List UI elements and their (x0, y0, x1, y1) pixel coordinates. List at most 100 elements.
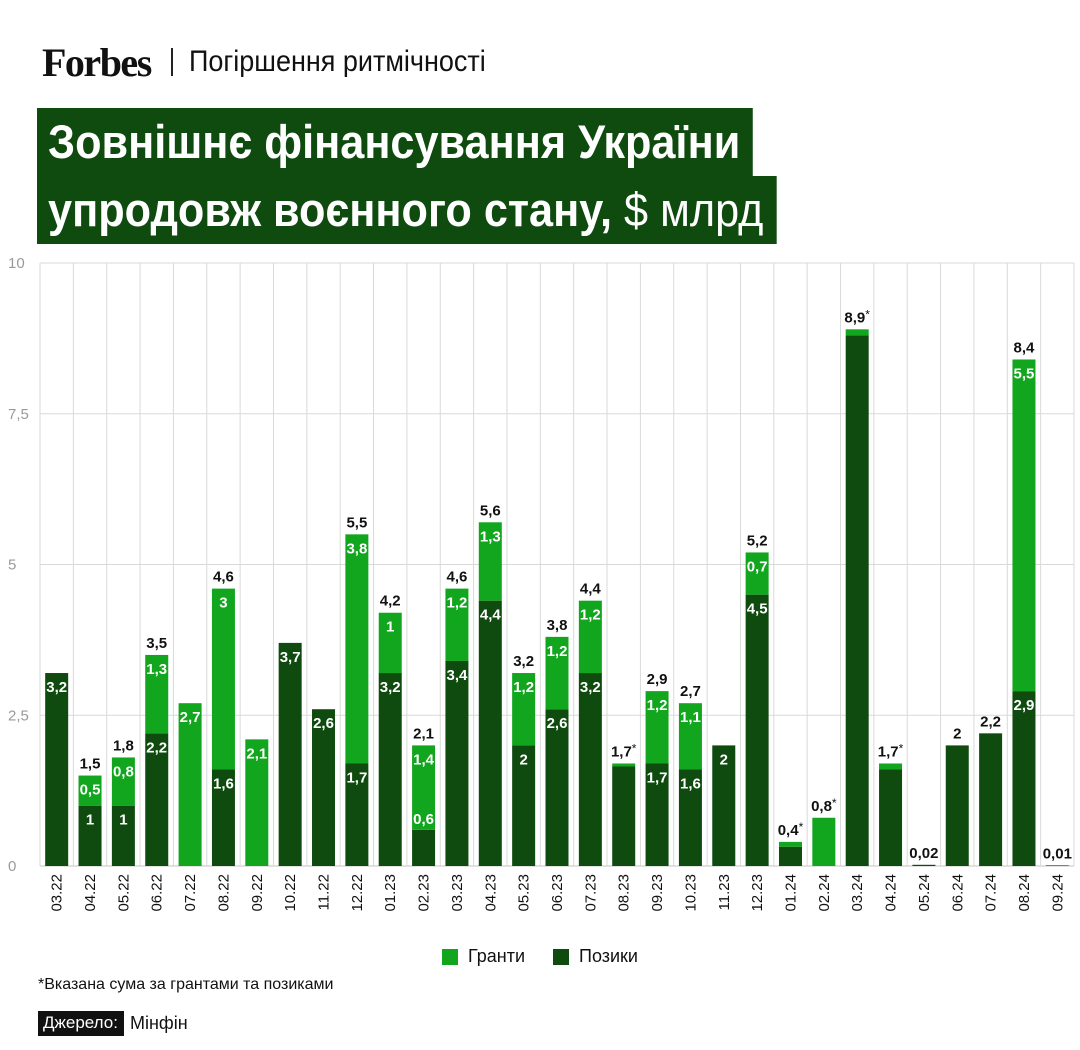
x-tick-label: 10.23 (682, 874, 699, 912)
bar-loans (111, 805, 135, 866)
x-tick-label: 08.23 (616, 874, 633, 912)
bar-loans (545, 709, 569, 866)
data-label-loans: 2 (720, 751, 728, 768)
total-asterisk: * (865, 307, 870, 321)
forbes-logo: Forbes (42, 39, 152, 85)
data-label-grants: 1,4 (413, 751, 435, 768)
data-label-total: 3,5 (146, 635, 167, 652)
bar-grants (78, 775, 102, 806)
data-label-grants: 2,1 (246, 745, 267, 762)
legend-label-loans: Позики (579, 946, 638, 966)
bar-grants (812, 817, 836, 866)
data-label-total: 2 (953, 725, 961, 742)
data-label-loans: 3,7 (280, 649, 301, 666)
data-label-grants: 2,7 (180, 709, 201, 726)
x-tick-label: 08.22 (215, 874, 232, 912)
data-label-total: 2,1 (413, 725, 434, 742)
title-line-1: Зовнішнє фінансування України (37, 108, 754, 176)
bar-grants (145, 654, 169, 734)
x-tick-label: 01.24 (782, 874, 799, 912)
data-label-total: 5,2 (747, 532, 768, 549)
data-label-total: 1,8 (113, 737, 134, 754)
bar-grants (578, 600, 602, 674)
source-value: Мінфін (129, 1013, 188, 1033)
data-label-loans: 1,6 (213, 776, 234, 793)
data-label-total: 2,2 (980, 713, 1001, 730)
data-label-loans: 2,6 (313, 715, 334, 732)
x-tick-label: 03.22 (49, 874, 66, 912)
bar-loans (512, 745, 536, 866)
data-label-total: 5,5 (346, 514, 367, 531)
data-label-loans: 1,6 (680, 776, 701, 793)
data-label-total: 4,6 (213, 569, 234, 586)
bar-grants (745, 552, 769, 595)
data-label-loans: 1,7 (647, 769, 668, 786)
bar-grants (512, 673, 536, 746)
data-label-grants: 3 (219, 595, 227, 612)
title-text-2: упродовж воєнного стану, (48, 183, 613, 236)
x-tick-label: 07.24 (983, 874, 1000, 912)
bar-loans (845, 335, 869, 866)
data-label-total: 2,9 (647, 671, 668, 688)
bar-grants (845, 329, 869, 336)
data-label-total: 3,8 (547, 617, 568, 634)
bar-loans (312, 709, 336, 866)
bar-loans (378, 673, 402, 866)
bar-loans (45, 673, 69, 866)
data-label-grants: 3,8 (346, 540, 367, 557)
y-tick-label: 5 (8, 557, 16, 574)
bar-grants (245, 739, 269, 866)
x-tick-label: 11.23 (716, 874, 733, 910)
x-tick-label: 02.24 (816, 874, 833, 912)
bar-loans (278, 642, 302, 866)
data-label-total: 4,2 (380, 593, 401, 610)
legend-item-grants: Гранти (442, 946, 525, 967)
x-tick-label: 09.22 (249, 874, 266, 912)
x-tick-label: 02.23 (416, 874, 433, 912)
data-label-total: 8,4 (1014, 339, 1036, 356)
total-asterisk: * (799, 820, 804, 834)
bar-grants (778, 841, 802, 847)
data-label-total: 5,6 (480, 502, 501, 519)
source: Джерело: Мінфін (38, 1011, 188, 1036)
legend: Гранти Позики (0, 946, 1080, 967)
bar-grants (178, 703, 202, 866)
bar-loans (979, 733, 1003, 866)
data-label-loans: 3,2 (380, 679, 401, 696)
x-tick-label: 07.22 (182, 874, 199, 912)
y-tick-label: 0 (8, 858, 16, 875)
x-tick-label: 09.24 (1049, 874, 1066, 912)
bar-loans (945, 745, 969, 866)
data-label-loans: 1 (86, 812, 94, 829)
x-tick-label: 05.24 (916, 874, 933, 912)
brand-divider (170, 48, 173, 76)
data-label-loans: 2,6 (547, 715, 568, 732)
data-label-grants: 1 (386, 619, 394, 636)
data-label-loans: 3,2 (580, 679, 601, 696)
bar-loans (445, 660, 469, 866)
bar-loans (745, 594, 769, 866)
data-label-loans: 3,4 (447, 667, 469, 684)
bar-loans (912, 864, 936, 866)
x-tick-label: 12.22 (349, 874, 366, 912)
x-tick-label: 03.24 (849, 874, 866, 912)
data-label-total: 8,9* (844, 307, 870, 326)
bar-grants (378, 612, 402, 674)
data-label-total: 0,8* (811, 796, 837, 815)
bar-loans (678, 769, 702, 866)
data-label-total: 4,6 (447, 569, 468, 586)
x-tick-label: 07.23 (582, 874, 599, 912)
data-label-grants: 0,5 (80, 782, 101, 799)
bar-grants (345, 534, 369, 764)
bar-loans (1012, 691, 1036, 866)
x-tick-label: 05.22 (115, 874, 132, 912)
data-labels: 3,2 1 0,5 1,5 1 0,8 1,8 2,2 1,3 3,5 2,7 1,6 3 4,6 2,1 3… (46, 307, 1072, 862)
data-label-loans: 4,5 (747, 601, 768, 618)
legend-item-loans: Позики (553, 946, 638, 967)
bar-chart: 3,2 1 0,5 1,5 1 0,8 1,8 2,2 1,3 3,5 2,7 1,6 3 4,6 2,1 3… (8, 255, 1075, 912)
x-tick-label: 10.22 (282, 874, 299, 912)
data-label-grants: 1,2 (547, 643, 568, 660)
data-label-total: 1,7* (878, 741, 904, 760)
x-tick-label: 01.23 (382, 874, 399, 912)
bar-grants (211, 588, 235, 770)
